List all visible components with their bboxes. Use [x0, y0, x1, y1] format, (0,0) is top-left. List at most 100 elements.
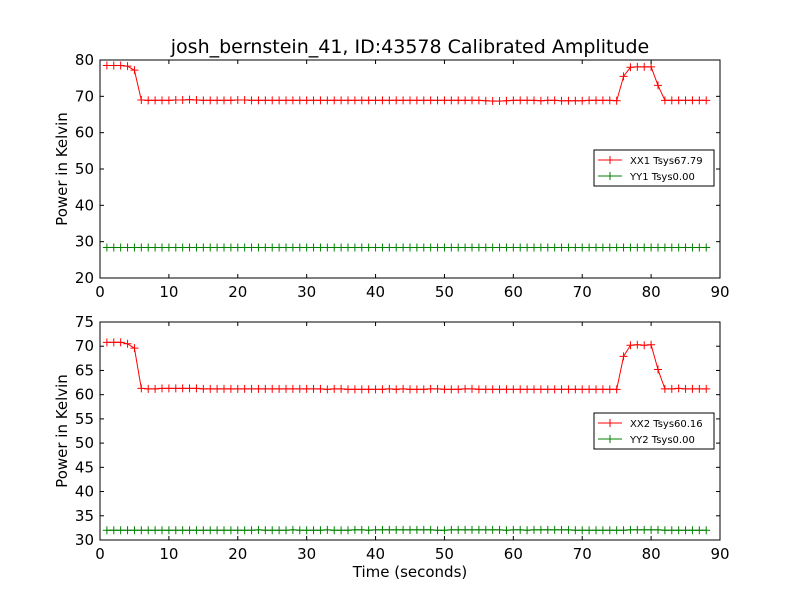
data-point	[406, 243, 414, 252]
data-point	[667, 243, 676, 252]
data-point	[674, 384, 683, 393]
data-point	[158, 96, 166, 105]
legend-label: YY2 Tsys0.00	[629, 435, 695, 446]
data-point	[130, 66, 139, 75]
data-point	[247, 243, 256, 252]
data-point	[364, 526, 373, 535]
data-point	[702, 243, 711, 252]
data-point	[254, 525, 263, 534]
legend: XX2 Tsys60.16 YY2 Tsys0.00	[593, 412, 715, 450]
chart-title: josh_bernstein_41, ID:43578 Calibrated A…	[170, 36, 649, 58]
data-point	[667, 96, 676, 105]
data-point	[660, 243, 669, 252]
data-point	[640, 525, 649, 534]
series-1	[102, 338, 711, 394]
data-point	[288, 243, 297, 252]
data-point	[702, 384, 711, 393]
data-point	[461, 525, 470, 534]
data-point	[302, 243, 311, 252]
data-point	[557, 96, 566, 105]
data-point	[337, 96, 346, 105]
data-point	[605, 96, 614, 105]
data-point	[481, 385, 490, 394]
x-tick-label: 50	[435, 545, 454, 563]
data-point	[220, 384, 228, 393]
data-point	[350, 385, 359, 394]
data-point	[481, 96, 490, 105]
data-point	[578, 243, 587, 252]
data-point	[385, 243, 394, 252]
data-point	[654, 243, 662, 252]
data-point	[578, 526, 587, 535]
data-point	[323, 96, 332, 105]
data-point	[454, 96, 463, 105]
data-point	[109, 526, 118, 535]
x-tick-label: 30	[297, 545, 316, 563]
data-point	[316, 243, 325, 252]
data-point	[364, 385, 373, 394]
data-point	[164, 243, 173, 252]
data-point	[102, 243, 111, 252]
data-point	[344, 96, 352, 105]
data-point	[102, 526, 111, 535]
data-point	[254, 384, 263, 393]
data-point	[585, 243, 594, 252]
data-point	[612, 385, 621, 394]
x-tick-label: 70	[573, 283, 592, 301]
data-point	[674, 243, 683, 252]
data-point	[654, 525, 662, 534]
data-point	[605, 526, 614, 535]
data-point	[626, 525, 635, 534]
data-point	[226, 96, 235, 105]
data-point	[585, 526, 594, 535]
data-point	[543, 525, 552, 534]
data-point	[516, 385, 525, 394]
data-point	[385, 96, 394, 105]
data-point	[509, 243, 518, 252]
legend-entry: XX2 Tsys60.16	[598, 419, 703, 430]
data-point	[509, 525, 518, 534]
data-point	[344, 526, 352, 535]
x-tick-label: 90	[710, 283, 729, 301]
y-tick-label: 75	[75, 313, 94, 331]
subplot-2: 0 10 20 30 40 50 60 70 80 90 30 35 40 45 50 55 60 65 70 75 P…	[53, 313, 730, 581]
data-point	[178, 243, 187, 252]
data-point	[598, 385, 607, 394]
data-point	[240, 526, 249, 535]
data-point	[350, 243, 359, 252]
data-point	[447, 525, 456, 534]
data-point	[536, 525, 545, 534]
data-point	[144, 96, 153, 105]
x-tick-label: 60	[504, 545, 523, 563]
data-point	[433, 526, 442, 535]
x-tick-label: 20	[228, 545, 247, 563]
data-point	[523, 243, 532, 252]
data-point	[116, 243, 125, 252]
data-point	[550, 243, 559, 252]
data-point	[309, 243, 318, 252]
data-point	[206, 96, 215, 105]
data-point	[454, 525, 463, 534]
y-tick-label: 30	[75, 233, 94, 251]
data-point	[109, 243, 118, 252]
y-tick-label: 80	[75, 51, 94, 69]
data-point	[440, 96, 449, 105]
data-point	[357, 525, 366, 534]
data-point	[612, 526, 621, 535]
x-tick-label: 10	[159, 545, 178, 563]
data-point	[557, 385, 566, 394]
y-tick-label: 20	[75, 269, 94, 287]
x-tick-label: 80	[642, 283, 661, 301]
legend-label: XX2 Tsys60.16	[630, 419, 703, 430]
data-point	[495, 97, 504, 106]
data-point	[337, 526, 346, 535]
series-1	[102, 61, 711, 106]
data-point	[268, 96, 277, 105]
data-point	[178, 526, 187, 535]
data-point	[226, 243, 235, 252]
data-point	[254, 243, 263, 252]
plot-area	[102, 61, 711, 252]
plots: 0 10 20 30 40 50 60 70 80 90 20 30 40 50 60 70 80 Power i…	[53, 51, 730, 581]
y-tick-label: 50	[75, 434, 94, 452]
data-point	[323, 525, 332, 534]
